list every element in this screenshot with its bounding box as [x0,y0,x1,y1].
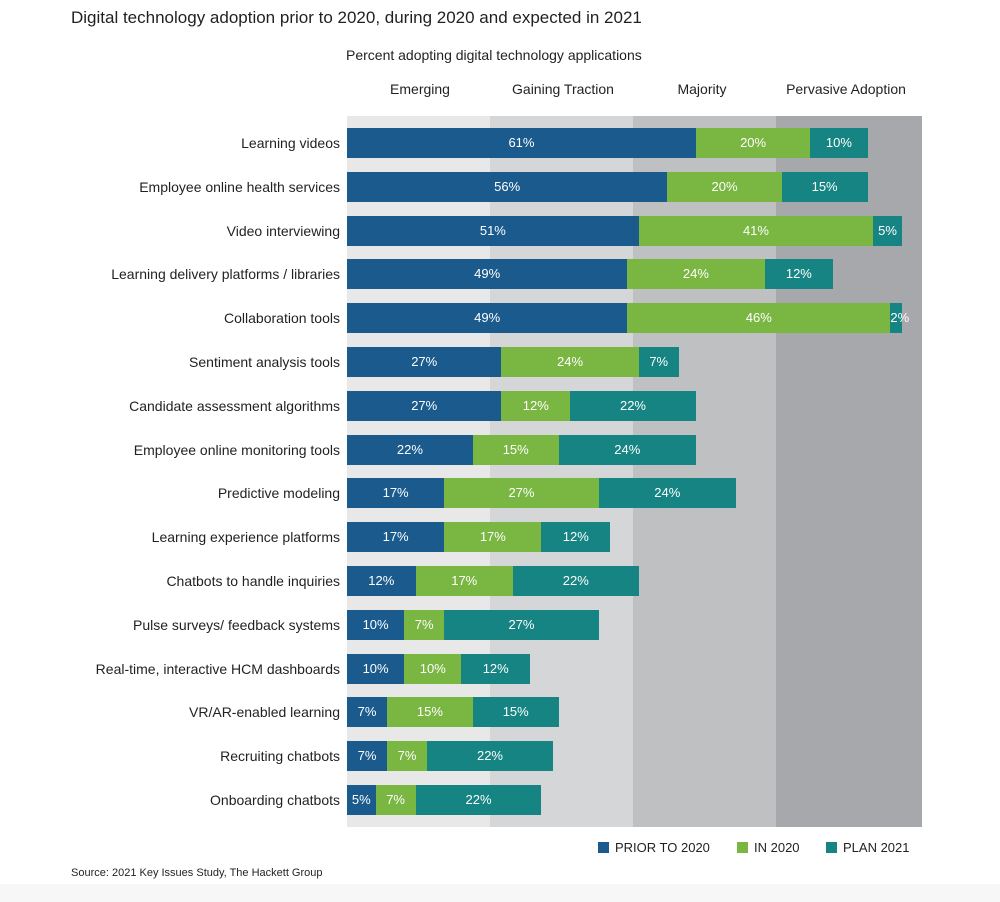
category-label: Employee online health services [139,179,340,195]
bar-segment-plan2021: 24% [558,435,696,465]
bar-segment-plan2021: 10% [810,128,868,158]
bar-segment-prior: 61% [347,128,696,158]
bar-segment-in2020: 15% [387,697,473,727]
chart-title: Digital technology adoption prior to 202… [71,8,642,27]
band-label-gaining-traction: Gaining Traction [512,81,614,97]
bar-segment-plan2021: 12% [461,654,531,684]
category-label: Video interviewing [226,223,340,239]
bar-segment-prior: 12% [347,566,416,596]
category-label: Chatbots to handle inquiries [166,573,340,589]
bar-segment-prior: 17% [347,478,445,508]
band-label-emerging: Emerging [390,81,450,97]
bar-segment-in2020: 12% [501,391,571,421]
bar-segment-prior: 5% [347,785,376,815]
bar-segment-in2020: 20% [695,128,811,158]
bar-segment-prior: 49% [347,303,628,333]
source-note: Source: 2021 Key Issues Study, The Hacke… [71,867,323,879]
category-label: Learning videos [241,135,340,151]
bar-segment-in2020: 17% [415,566,513,596]
bar-segment-plan2021: 12% [764,259,834,289]
bar-segment-prior: 56% [347,172,668,202]
bar-segment-plan2021: 5% [873,216,902,246]
legend-swatch-in2020 [737,842,748,853]
legend-item-in2020: IN 2020 [737,840,800,855]
category-label: Collaboration tools [224,310,340,326]
bar-segment-in2020: 27% [444,478,599,508]
category-label: Predictive modeling [217,485,340,501]
bar-segment-prior: 49% [347,259,628,289]
category-label: Employee online monitoring tools [133,442,340,458]
bar-segment-in2020: 46% [627,303,891,333]
band-label-majority: Majority [677,81,727,97]
bar-segment-prior: 10% [347,610,405,640]
bar-segment-plan2021: 22% [427,741,553,771]
footer-strip [0,884,1000,902]
legend-item-plan2021: PLAN 2021 [826,840,910,855]
bar-segment-in2020: 7% [375,785,416,815]
bar-segment-plan2021: 22% [512,566,639,596]
bar-segment-plan2021: 15% [781,172,868,202]
category-label: Sentiment analysis tools [189,354,340,370]
bar-segment-plan2021: 27% [444,610,599,640]
category-label: Real-time, interactive HCM dashboards [95,661,340,677]
bar-segment-prior: 17% [347,522,445,552]
band-label-pervasive-adoption: Pervasive Adoption [786,81,906,97]
category-label: Onboarding chatbots [210,792,340,808]
legend-label-prior: PRIOR TO 2020 [615,840,710,855]
category-label: Learning delivery platforms / libraries [111,266,340,282]
bar-segment-prior: 7% [347,697,388,727]
bar-segment-in2020: 24% [501,347,639,377]
bar-segment-plan2021: 22% [415,785,542,815]
bar-segment-plan2021: 2% [890,303,909,333]
category-label: Candidate assessment algorithms [129,398,340,414]
bar-segment-in2020: 7% [404,610,445,640]
bar-segment-in2020: 41% [638,216,874,246]
legend-swatch-plan2021 [826,842,837,853]
category-label: Pulse surveys/ feedback systems [133,617,340,633]
bar-segment-in2020: 7% [387,741,428,771]
bar-segment-in2020: 24% [627,259,765,289]
bar-segment-in2020: 20% [667,172,782,202]
bar-segment-prior: 22% [347,435,473,465]
bar-segment-prior: 7% [347,741,388,771]
bar-segment-plan2021: 12% [541,522,611,552]
bar-segment-plan2021: 22% [570,391,696,421]
bar-segment-in2020: 10% [404,654,462,684]
bar-segment-in2020: 15% [472,435,559,465]
legend-label-in2020: IN 2020 [754,840,800,855]
bar-segment-plan2021: 15% [472,697,559,727]
bar-segment-prior: 27% [347,391,502,421]
category-label: VR/AR-enabled learning [189,704,340,720]
bar-segment-in2020: 17% [444,522,542,552]
legend-label-plan2021: PLAN 2021 [843,840,910,855]
legend-item-prior: PRIOR TO 2020 [598,840,710,855]
bar-segment-plan2021: 24% [598,478,736,508]
category-label: Learning experience platforms [151,529,340,545]
bar-segment-prior: 27% [347,347,502,377]
bar-segment-prior: 10% [347,654,405,684]
bar-segment-prior: 51% [347,216,639,246]
bar-segment-plan2021: 7% [638,347,679,377]
category-label: Recruiting chatbots [220,748,340,764]
chart-subtitle: Percent adopting digital technology appl… [346,47,642,63]
legend-swatch-prior [598,842,609,853]
